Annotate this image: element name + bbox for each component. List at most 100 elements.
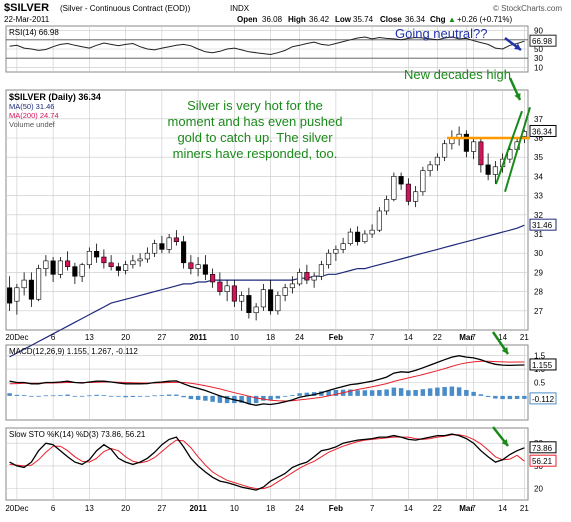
macd-hist-bar xyxy=(442,387,447,396)
candle xyxy=(86,247,92,269)
x-tick-label: 18 xyxy=(266,504,275,513)
candle xyxy=(355,226,361,246)
candle xyxy=(7,276,13,311)
candle xyxy=(362,230,368,244)
candle-body-down xyxy=(159,243,165,250)
macd-hist-bar xyxy=(449,386,455,396)
candle-body-down xyxy=(94,250,100,258)
chart-date: 22-Mar-2011 xyxy=(4,15,50,24)
y-tick-label: 36 xyxy=(534,134,543,143)
candle-body-up xyxy=(420,170,426,193)
comment-line-1: Silver is very hot for the xyxy=(187,98,323,113)
candle-body-up xyxy=(384,199,390,212)
macd-hist-bar xyxy=(188,395,194,400)
arrow-sto-head xyxy=(501,439,508,446)
x-tick-label: Mar xyxy=(459,333,473,342)
macd-hist-bar xyxy=(500,395,505,400)
macd-hist-bar xyxy=(246,395,252,404)
chart-symbol: $SILVER xyxy=(4,2,49,14)
candle-body-down xyxy=(173,237,179,242)
macd-hist-bar xyxy=(391,387,397,396)
candle xyxy=(311,272,317,288)
x-tick-label: 10 xyxy=(230,333,239,342)
ma50-last-tag: 31.46 xyxy=(529,218,557,231)
candle xyxy=(478,138,484,173)
rsi-legend: RSI(14) 66.98 xyxy=(9,28,59,37)
x-tick-label: 13 xyxy=(85,504,94,513)
x-tick-label: 10 xyxy=(230,504,239,513)
candle xyxy=(144,247,150,263)
x-tick-label: 18 xyxy=(266,333,275,342)
candle-body-down xyxy=(217,281,223,292)
macd-legend: MACD(12,26,9) 1.155, 1.267, -0.112 xyxy=(9,347,138,356)
candle-body-up xyxy=(369,229,375,235)
chart-exchange: INDX xyxy=(230,4,250,13)
arrow-macd xyxy=(491,331,510,355)
candle-body-up xyxy=(376,210,382,231)
price-last-tag-text: 36.34 xyxy=(532,127,553,136)
candle xyxy=(485,153,491,181)
candle-body-up xyxy=(413,191,419,202)
x-tick-label: 13 xyxy=(85,333,94,342)
candle xyxy=(434,153,440,171)
arrow-rsi xyxy=(504,37,522,51)
candle-body-down xyxy=(405,183,411,202)
macd-hist-bar xyxy=(50,395,56,397)
candle xyxy=(275,291,281,315)
candle-body-up xyxy=(326,252,332,266)
candle xyxy=(326,249,332,269)
candle xyxy=(123,260,129,275)
candle-body-up xyxy=(57,260,63,275)
x-tick-label: Feb xyxy=(329,504,343,513)
annotation-comment: Silver is very hot for the moment and ha… xyxy=(168,98,343,161)
candle-body-up xyxy=(297,272,303,285)
y-tick-label: 32 xyxy=(534,211,543,220)
macd-hist-bar xyxy=(507,395,513,400)
y-tick-label: 27 xyxy=(534,307,543,316)
macd-hist-bar xyxy=(268,395,273,401)
candle-body-up xyxy=(224,285,230,292)
candle-body-down xyxy=(463,133,469,152)
candle xyxy=(115,262,121,277)
candle xyxy=(246,287,252,319)
macd-hist-bar xyxy=(471,391,476,396)
macd-hist-bar xyxy=(36,395,41,397)
candle xyxy=(36,264,42,302)
comment-line-4: miners have responded, too. xyxy=(173,146,338,161)
candle xyxy=(268,280,274,315)
macd-hist-bar xyxy=(159,395,165,396)
candle xyxy=(376,207,382,233)
candle-body-down xyxy=(115,266,121,271)
macd-hist-bar xyxy=(217,395,223,403)
x-tick-label: 14 xyxy=(404,504,413,513)
ma50-line xyxy=(9,224,525,358)
candle xyxy=(65,251,71,271)
candle xyxy=(210,268,216,288)
candle xyxy=(384,195,390,215)
chart-name: (Silver - Continuous Contract (EOD)) xyxy=(60,4,191,13)
x-tick-label: 20Dec xyxy=(5,333,28,342)
candle xyxy=(14,283,20,315)
trendline-upper xyxy=(504,106,531,193)
candle-body-down xyxy=(7,287,13,304)
candle-body-up xyxy=(253,306,259,314)
macd-hist-bar xyxy=(116,395,121,397)
macd-hist-bar xyxy=(435,387,440,396)
macd-hist-bar xyxy=(195,395,201,400)
candle xyxy=(463,130,469,158)
rsi-last-tag-box xyxy=(529,34,557,47)
ohlc-readout: Open 36.08 High 36.42 Low 35.74 Close 36… xyxy=(237,15,512,24)
candle-body-up xyxy=(260,289,266,308)
candle-body-up xyxy=(123,264,129,271)
macd-hist-bar xyxy=(94,394,99,396)
x-tick-label: 22 xyxy=(433,333,442,342)
macd-hist-bar xyxy=(123,395,128,398)
candle-body-up xyxy=(239,295,245,302)
candle xyxy=(166,234,172,254)
open-value: 36.08 xyxy=(262,15,283,24)
macd-hist-bar xyxy=(174,394,179,396)
low-label: Low xyxy=(335,15,352,24)
macd-hist-bar xyxy=(203,395,208,401)
macd-hist-bar xyxy=(145,395,150,397)
